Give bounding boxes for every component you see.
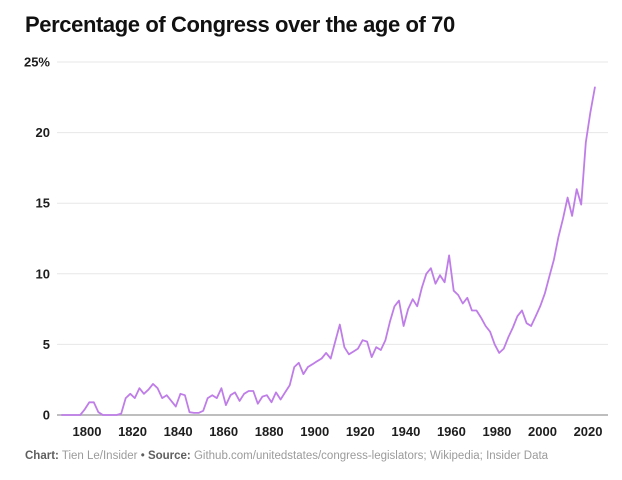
footer-chart-credit: Tien Le/Insider [58,450,141,462]
y-axis-tick-label: 5 [43,337,50,352]
x-axis-tick-label: 1880 [255,424,284,439]
x-axis-tick-label: 1980 [482,424,511,439]
x-axis-tick-label: 1840 [164,424,193,439]
footer-bullet: • [140,450,148,462]
x-axis-tick-label: 1800 [73,424,102,439]
x-axis-tick-label: 1820 [118,424,147,439]
footer-credits: Chart: Tien Le/Insider • Source: Github.… [25,450,605,462]
footer-source-label: Source: [147,450,191,462]
y-axis-tick-label: 20 [36,125,50,140]
y-axis-tick-label: 15 [36,196,50,211]
x-axis-tick-label: 1900 [300,424,329,439]
x-axis-tick-label: 2020 [574,424,603,439]
x-axis-tick-label: 1920 [346,424,375,439]
chart-title: Percentage of Congress over the age of 7… [25,12,455,37]
y-axis-tick-label: 0 [43,408,50,423]
x-axis-tick-label: 1940 [391,424,420,439]
footer-source-credit: Github.com/unitedstates/congress-legisla… [190,450,549,462]
x-axis-tick-label: 1860 [209,424,238,439]
y-axis-tick-label: 10 [36,266,50,281]
footer-chart-label: Chart: [25,450,59,462]
x-axis-tick-label: 1960 [437,424,466,439]
y-axis-tick-label: 25% [24,55,50,70]
x-axis-tick-label: 2000 [528,424,557,439]
data-line-pct-over-70 [61,86,596,416]
